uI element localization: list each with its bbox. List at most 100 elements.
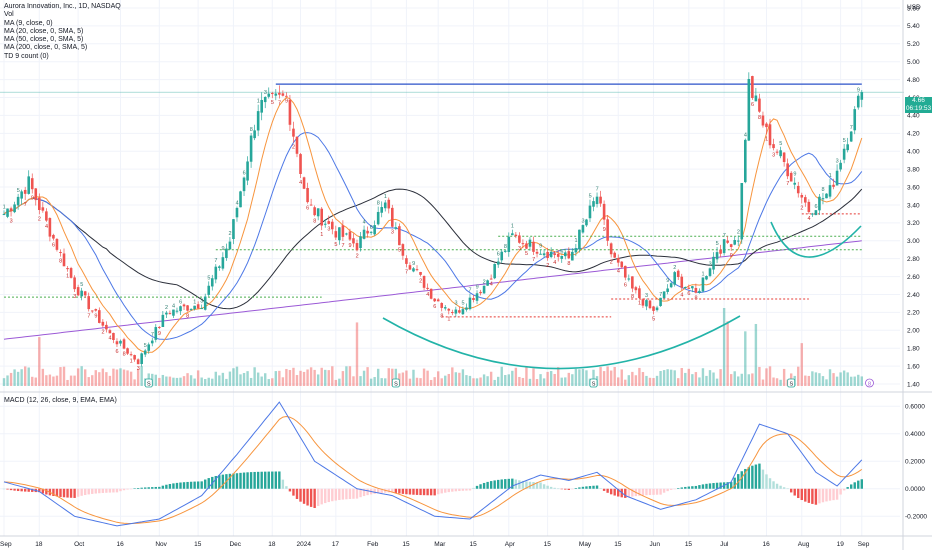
macd-histogram-bar — [23, 488, 27, 492]
candle-body — [842, 148, 846, 160]
volume-bar — [355, 322, 359, 386]
volume-bar — [655, 375, 659, 386]
volume-bar — [20, 369, 23, 386]
candle-body — [387, 199, 391, 209]
candle-body — [23, 189, 27, 194]
candle-body — [779, 150, 782, 157]
candle-body — [38, 197, 41, 211]
time-axis-label: 16 — [762, 541, 770, 548]
td-count: 6 — [624, 282, 627, 288]
macd-histogram-bar — [585, 486, 588, 489]
legend-ma200[interactable]: MA (200, close, 0, SMA, 5) — [4, 44, 88, 52]
volume-bar — [302, 371, 306, 386]
candle-body — [415, 269, 419, 271]
macd-histogram-bar — [606, 488, 609, 493]
volume-bar — [567, 372, 570, 386]
td-count: 9 — [285, 98, 288, 104]
candle-body — [253, 130, 256, 139]
macd-histogram-bar — [249, 472, 253, 489]
candle-body — [585, 219, 588, 226]
td-count: 5 — [525, 251, 528, 257]
candle-body — [694, 287, 698, 293]
candle-body — [316, 208, 320, 217]
time-axis-label: 17 — [332, 541, 340, 548]
td-count: 3 — [709, 261, 712, 267]
macd-histogram-bar — [768, 478, 772, 489]
td-count: 4 — [680, 293, 683, 299]
volume-bar — [482, 374, 486, 386]
macd-histogram-bar — [295, 488, 299, 499]
price-axis-label: 4.40 — [907, 113, 920, 120]
macd-histogram-bar — [542, 484, 546, 489]
candle-body — [683, 286, 687, 288]
legend-td9[interactable]: TD 9 count (0) — [4, 52, 49, 60]
candle-body — [655, 307, 659, 311]
volume-bar — [80, 366, 83, 386]
macd-histogram-bar — [2, 488, 6, 490]
candle-body — [489, 278, 493, 280]
price-axis-label: 4.00 — [907, 149, 920, 156]
td-count: 7 — [786, 181, 789, 187]
td-count: 6 — [370, 225, 373, 231]
candle-body — [578, 229, 581, 250]
candle-body — [433, 298, 436, 302]
volume-bar — [83, 369, 87, 386]
legend-vol[interactable]: Vol — [4, 11, 14, 19]
volume-bar — [479, 377, 482, 386]
macd-histogram-bar — [302, 488, 306, 504]
td-count: 5 — [144, 343, 147, 349]
volume-bar — [179, 377, 182, 386]
volume-bar — [645, 375, 648, 386]
time-axis-label: 15 — [194, 541, 202, 548]
price-axis-label: 3.40 — [907, 202, 920, 209]
volume-bar — [797, 366, 800, 386]
macd-histogram-bar — [860, 479, 863, 489]
td-count: 9 — [221, 246, 224, 252]
candle-body — [355, 243, 359, 251]
volume-bar — [677, 378, 680, 386]
candle-body — [751, 76, 754, 98]
td-count: 9 — [793, 171, 796, 177]
macd-histogram-bar — [341, 488, 345, 500]
candle-body — [239, 191, 242, 208]
legend-ma20[interactable]: MA (20, close, 0, SMA, 5) — [4, 27, 84, 35]
candle-body — [288, 99, 292, 125]
candle-body — [786, 163, 789, 177]
macd-histogram-bar — [705, 483, 708, 489]
candle-body — [631, 276, 634, 289]
legend-ma50[interactable]: MA (50, close, 0, SMA, 5) — [4, 36, 84, 44]
volume-bar — [754, 323, 758, 386]
ma50-line — [3, 188, 863, 310]
macd-histogram-bar — [532, 482, 535, 489]
td-count: 6 — [560, 249, 563, 255]
macd-legend[interactable]: MACD (12, 26, close, 9, EMA, EMA) — [4, 397, 117, 404]
macd-histogram-bar — [669, 488, 673, 490]
candle-body — [722, 239, 726, 254]
macd-histogram-bar — [285, 486, 288, 489]
macd-histogram-bar — [235, 473, 239, 489]
legend-ma9[interactable]: MA (9, close, 0) — [4, 19, 53, 27]
td-count: 1 — [702, 271, 705, 277]
volume-bar — [722, 308, 726, 386]
volume-bar — [842, 370, 846, 386]
macd-histogram-bar — [144, 487, 147, 489]
candle-body — [860, 92, 864, 100]
macd-histogram-bar — [461, 488, 465, 491]
candle-body — [76, 287, 80, 296]
volume-bar — [528, 378, 532, 386]
macd-histogram-bar — [41, 488, 45, 494]
volume-bar — [168, 376, 172, 386]
candle-body — [90, 310, 94, 312]
candle-body — [210, 278, 214, 287]
candle-body — [129, 354, 133, 356]
candle-body — [846, 144, 849, 151]
td-count: 6 — [497, 252, 500, 258]
candle-body — [804, 197, 807, 203]
volume-bar — [497, 376, 500, 386]
time-axis-label: Dec — [229, 541, 241, 548]
price-axis-label: 4.80 — [907, 77, 920, 84]
macd-histogram-bar — [814, 488, 818, 505]
candle-body — [528, 239, 532, 247]
ma9-line — [3, 96, 863, 353]
